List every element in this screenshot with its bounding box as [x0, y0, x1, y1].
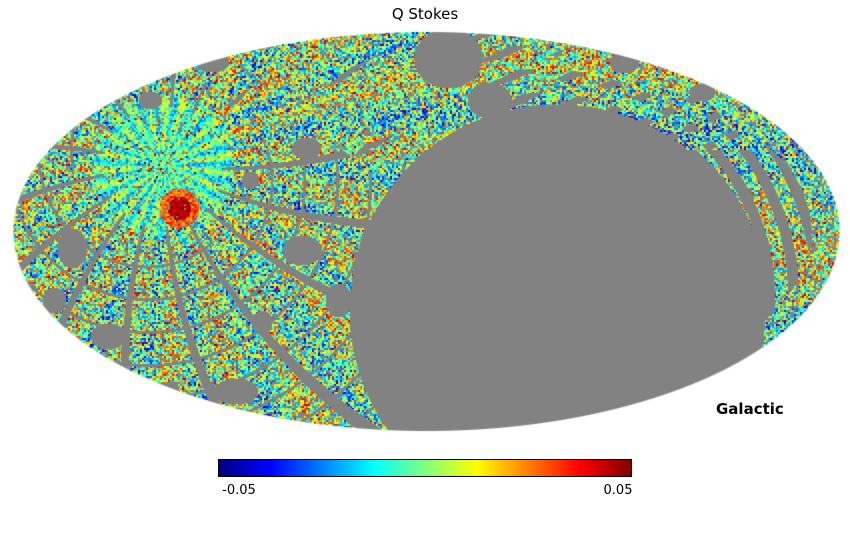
colorbar-max-label: 0.05	[603, 483, 633, 498]
colorbar-gradient	[218, 459, 632, 477]
mollweide-map-canvas	[0, 0, 850, 445]
coordinate-system-label: Galactic	[716, 400, 784, 418]
colorbar-min-label: -0.05	[222, 483, 256, 498]
